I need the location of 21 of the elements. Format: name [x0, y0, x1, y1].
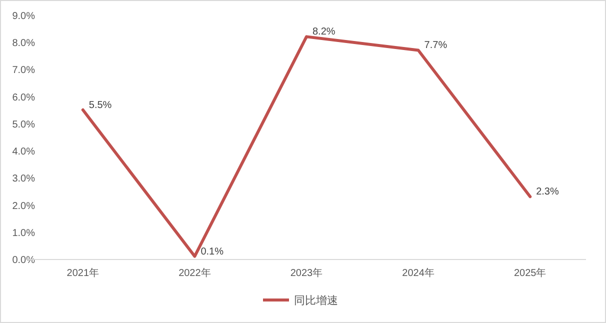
- y-tick-label: 3.0%: [12, 174, 36, 185]
- y-tick-label: 4.0%: [12, 146, 36, 158]
- x-tick-label: 2021年: [66, 267, 100, 279]
- y-tick-label: 6.0%: [12, 92, 36, 104]
- x-tick-label: 2024年: [402, 267, 434, 279]
- y-tick-label: 8.0%: [12, 38, 36, 50]
- y-tick-label: 7.0%: [12, 65, 36, 76]
- data-label: 0.1%: [200, 246, 224, 258]
- legend-label: 同比增速: [294, 294, 338, 307]
- x-tick-label: 2022年: [178, 267, 211, 279]
- x-tick-label: 2023年: [290, 267, 323, 279]
- y-tick-label: 9.0%: [12, 11, 36, 22]
- data-label: 7.7%: [424, 40, 448, 52]
- y-tick-label: 5.0%: [12, 119, 36, 130]
- y-tick-label: 1.0%: [12, 228, 36, 239]
- line-series: [81, 35, 532, 258]
- data-label: 8.2%: [312, 26, 336, 38]
- y-tick-label: 2.0%: [12, 200, 36, 212]
- x-tick-label: 2025年: [514, 267, 546, 279]
- data-label: 5.5%: [88, 100, 112, 111]
- data-label: 2.3%: [536, 186, 559, 198]
